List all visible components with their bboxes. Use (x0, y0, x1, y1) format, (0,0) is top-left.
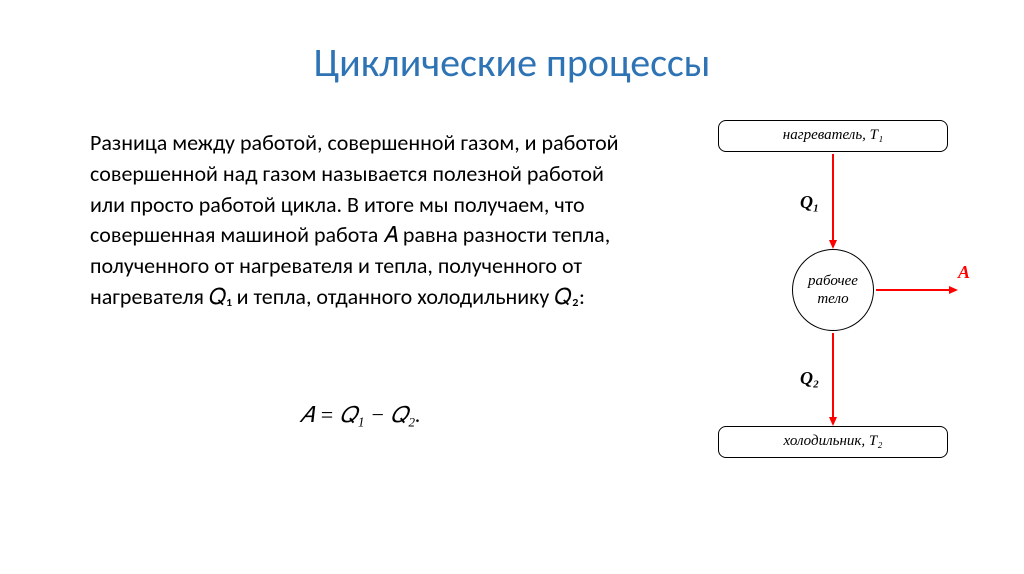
heater-label: нагреватель, T₁ (783, 127, 883, 143)
working-body-circle: рабочее тело (792, 249, 874, 331)
heater-box: нагреватель, T₁ (718, 120, 948, 152)
cooler-box: холодильник, T₂ (718, 426, 948, 458)
body-paragraph: Разница между работой, совершенной газом… (90, 128, 630, 313)
a-label: A (958, 262, 970, 283)
working-body-label-2: тело (817, 290, 848, 308)
q2-label: Q₂ (800, 368, 819, 389)
cooler-label: холодильник, T₂ (784, 433, 883, 449)
cycle-equation: 𝐴 = 𝑄₁ − 𝑄₂. (90, 402, 630, 428)
q1-label: Q₁ (800, 192, 819, 213)
heat-engine-diagram: нагреватель, T₁ рабочее тело холодильник… (700, 120, 990, 470)
working-body-label-1: рабочее (808, 272, 858, 290)
page-title: Циклические процессы (0, 38, 1024, 87)
